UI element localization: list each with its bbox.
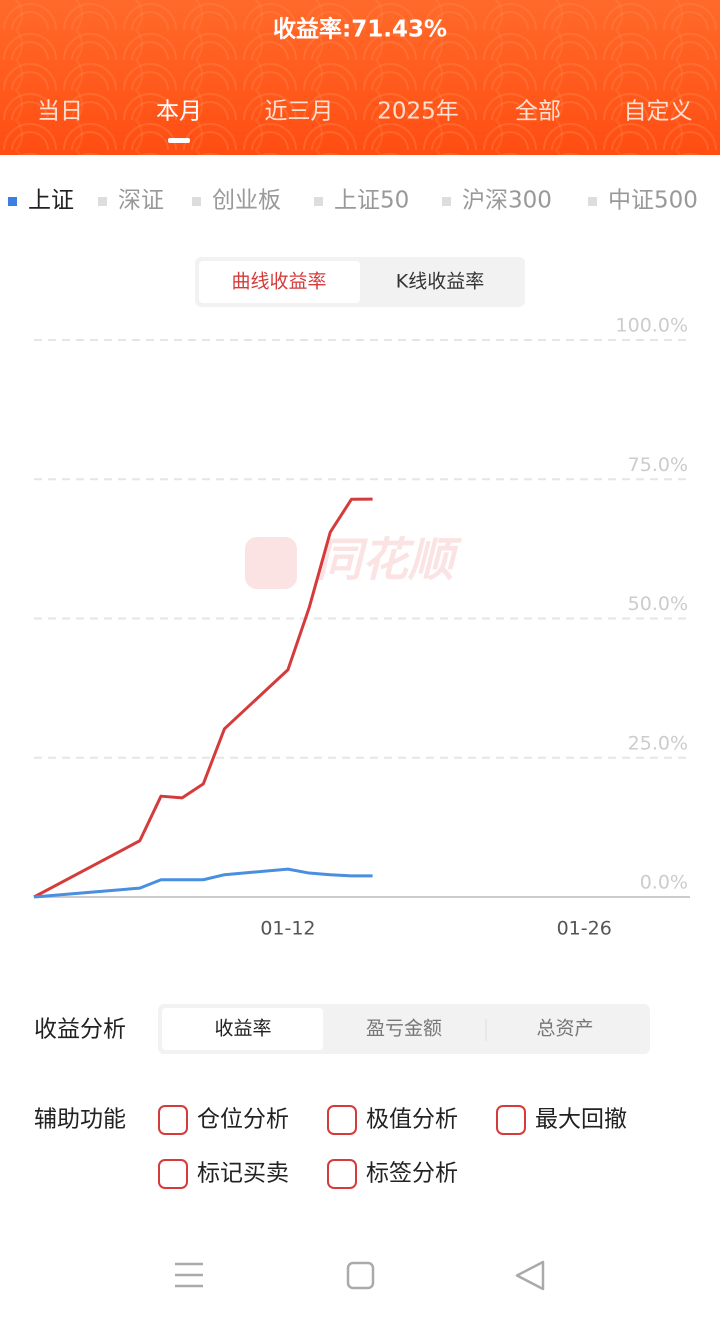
- index-tab[interactable]: 上证50: [334, 188, 409, 214]
- mode-active: [199, 261, 360, 303]
- analysis-label: 收益分析: [34, 1017, 126, 1043]
- index-tab[interactable]: 深证: [118, 188, 164, 214]
- aux-option[interactable]: 标记买卖: [197, 1161, 289, 1187]
- aux-option[interactable]: 极值分析: [366, 1107, 458, 1133]
- index-marker: [8, 197, 17, 206]
- index-tab[interactable]: 上证: [28, 188, 74, 214]
- watermark-icon: [245, 537, 297, 589]
- aux-option[interactable]: 最大回撤: [535, 1107, 627, 1133]
- index-tab[interactable]: 沪深300: [462, 188, 552, 214]
- index-marker: [442, 197, 451, 206]
- back-icon[interactable]: [515, 1260, 545, 1291]
- mode-tab[interactable]: 曲线收益率: [231, 271, 326, 293]
- x-tick-label: 01-12: [260, 918, 315, 940]
- checkbox[interactable]: [327, 1159, 357, 1189]
- x-tick-label: 01-26: [557, 918, 612, 940]
- y-tick-label: 0.0%: [640, 872, 688, 894]
- period-tab[interactable]: 本月: [156, 99, 202, 125]
- analysis-option[interactable]: 总资产: [536, 1018, 593, 1040]
- analysis-active: [162, 1008, 323, 1050]
- header-pattern: [0, 0, 720, 155]
- y-tick-label: 100.0%: [616, 315, 688, 337]
- index-marker: [588, 197, 597, 206]
- checkbox[interactable]: [158, 1105, 188, 1135]
- period-tab[interactable]: 全部: [515, 99, 561, 125]
- index-tab[interactable]: 创业板: [212, 188, 281, 214]
- y-tick-label: 75.0%: [628, 454, 688, 476]
- period-tab[interactable]: 自定义: [624, 99, 693, 125]
- period-tab[interactable]: 近三月: [265, 99, 334, 125]
- y-tick-label: 50.0%: [628, 593, 688, 615]
- nav-bar: [175, 1260, 545, 1291]
- mode-tab[interactable]: K线收益率: [396, 271, 484, 293]
- checkbox[interactable]: [158, 1159, 188, 1189]
- analysis-option[interactable]: 收益率: [214, 1018, 271, 1040]
- menu-icon[interactable]: [175, 1262, 203, 1288]
- tab-indicator: [168, 138, 190, 143]
- home-icon[interactable]: [346, 1261, 375, 1290]
- period-tab[interactable]: 2025年: [377, 99, 459, 125]
- index-marker: [98, 197, 107, 206]
- aux-label: 辅助功能: [34, 1107, 126, 1133]
- header-title: 收益率:71.43%: [273, 16, 447, 43]
- index-marker: [192, 197, 201, 206]
- analysis-option[interactable]: 盈亏金额: [366, 1018, 442, 1040]
- watermark: 同花顺: [316, 533, 463, 587]
- checkbox[interactable]: [327, 1105, 357, 1135]
- period-tab[interactable]: 当日: [37, 99, 83, 125]
- series-line: [33, 497, 373, 899]
- index-tab[interactable]: 中证500: [608, 188, 698, 214]
- checkbox[interactable]: [496, 1105, 526, 1135]
- series-line: [33, 867, 373, 899]
- aux-option[interactable]: 标签分析: [366, 1161, 458, 1187]
- index-marker: [314, 197, 323, 206]
- y-tick-label: 25.0%: [628, 732, 688, 754]
- aux-option[interactable]: 仓位分析: [197, 1107, 289, 1133]
